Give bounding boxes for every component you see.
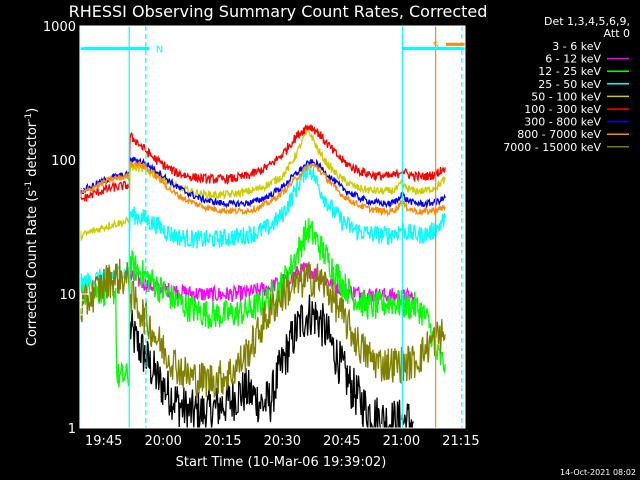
y-axis-label: Corrected Count Rate (s-1 detector-1)	[24, 108, 40, 346]
legend-label-1: 6 - 12 keV	[545, 53, 601, 66]
legend-header-1: Att 0	[604, 27, 630, 40]
chart-title: RHESSI Observing Summary Count Rates, Co…	[69, 2, 488, 21]
x-tick-label-0: 19:45	[85, 434, 122, 449]
legend-label-0: 3 - 6 keV	[552, 40, 601, 53]
y-axis-label-part: Corrected Count Rate (s	[25, 190, 40, 347]
x-tick-label-1: 20:00	[144, 434, 181, 449]
y-tick-label-2: 100	[51, 154, 76, 169]
series-3	[79, 163, 446, 292]
y-tick-label-0: 1	[68, 422, 76, 437]
series-8	[79, 258, 446, 398]
legend-label-8: 7000 - 15000 keV	[503, 141, 601, 154]
legend-label-6: 300 - 800 keV	[524, 116, 601, 129]
y-axis-label-part: detector	[25, 121, 40, 181]
series-7	[79, 160, 446, 218]
series-2	[79, 218, 446, 388]
x-tick-label-5: 21:00	[383, 434, 420, 449]
axis-layer: 19:45 20:00 20:15 20:30 20:45 21:00 21:15 1 10 10…	[43, 20, 480, 449]
legend-label-7: 800 - 7000 keV	[517, 128, 601, 141]
flag-label-1: S	[433, 40, 439, 51]
x-tick-label-3: 20:30	[264, 434, 301, 449]
x-tick-label-2: 20:15	[204, 434, 241, 449]
timestamp: 14-Oct-2021 08:02	[560, 468, 636, 477]
series-0	[129, 294, 414, 429]
y-axis-label-part: )	[25, 108, 40, 113]
y-tick-label-1: 10	[59, 288, 76, 303]
legend-label-2: 12 - 25 keV	[538, 65, 601, 78]
flag-label-0: N	[156, 44, 163, 55]
series-layer	[79, 124, 446, 429]
y-axis-label-part: -1	[24, 113, 34, 122]
x-tick-label-4: 20:45	[323, 434, 360, 449]
y-axis-label-part: -1	[24, 181, 34, 190]
x-tick-label-6: 21:15	[442, 434, 479, 449]
legend-label-3: 25 - 50 keV	[538, 78, 601, 91]
legend-label-5: 100 - 300 keV	[524, 103, 601, 116]
x-axis-label: Start Time (10-Mar-06 19:39:02)	[176, 455, 387, 470]
y-tick-label-3: 1000	[43, 20, 76, 35]
legend-header-0: Det 1,3,4,5,6,9,	[544, 15, 630, 28]
legend-label-4: 50 - 100 keV	[531, 90, 601, 103]
series-5	[79, 124, 446, 202]
plot-frame	[79, 25, 466, 429]
